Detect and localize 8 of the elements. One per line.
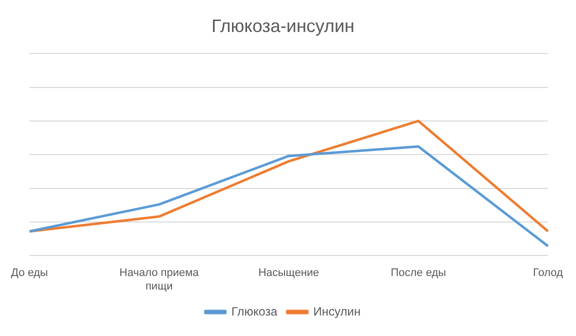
x-tick-label: Начало приема пищи xyxy=(119,267,200,292)
legend-label: Глюкоза xyxy=(231,304,278,318)
x-tick-label: После еды xyxy=(390,267,446,280)
chart-title: Глюкоза-инсулин xyxy=(212,16,354,36)
x-tick-label: До еды xyxy=(10,267,48,280)
x-tick-label: Голод xyxy=(533,267,564,280)
x-tick-label: Насыщение xyxy=(258,267,320,280)
legend-label: Инсулин xyxy=(313,304,361,318)
